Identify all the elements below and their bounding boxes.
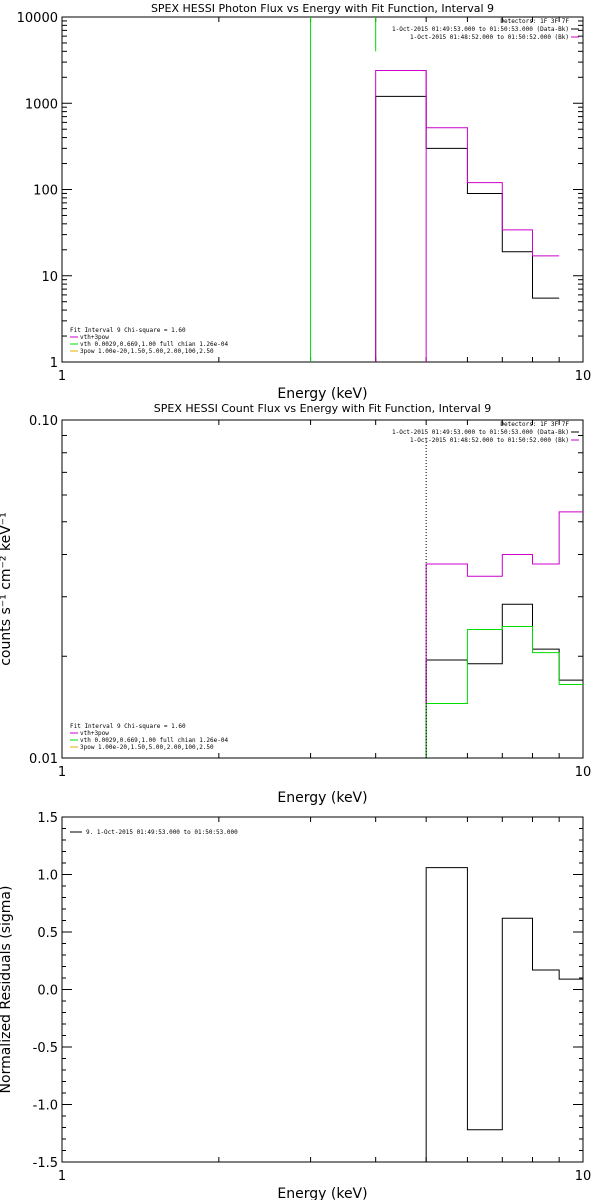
legend-entry: Fit Interval 9 Chi-square = 1.60 — [70, 327, 186, 334]
series-black-step — [425, 867, 583, 1162]
y-tick-label: 1.0 — [37, 869, 58, 884]
y-tick-label: 1 — [50, 356, 58, 371]
chart-title: SPEX HESSI Photon Flux vs Energy with Fi… — [151, 2, 494, 15]
x-tick-label: 1 — [58, 1169, 66, 1184]
x-axis-label: Energy (keV) — [277, 1186, 367, 1200]
plot-frame — [61, 16, 584, 363]
legend-entry: 1-Oct-2015 01:49:53.000 to 01:50:53.000 … — [392, 26, 569, 33]
y-tick-label: 10000 — [17, 11, 58, 26]
x-tick-label: 10 — [575, 765, 592, 780]
legend-entry: vth 0.0029,0.669,1.00 full chian 1.26e-0… — [80, 737, 228, 744]
legend-entry: vth 0.0029,0.669,1.00 full chian 1.26e-0… — [80, 341, 228, 348]
x-tick-label: 10 — [575, 369, 592, 384]
legend-entry: 9. 1-Oct-2015 01:49:53.000 to 01:50:53.0… — [86, 829, 238, 836]
plot-frame — [61, 419, 584, 759]
x-tick-label: 10 — [575, 1169, 592, 1184]
legend-entry: vth+3pow — [80, 334, 109, 341]
x-axis-label: Energy (keV) — [277, 790, 367, 806]
y-tick-label: 0.0 — [37, 984, 58, 999]
y-tick-label: 1.5 — [37, 811, 58, 826]
y-tick-label: -0.5 — [33, 1041, 58, 1056]
plot-frame — [61, 816, 584, 1163]
series-green-step — [310, 17, 377, 362]
x-axis-label: Energy (keV) — [277, 386, 367, 402]
y-tick-label: 0.10 — [29, 414, 58, 429]
series-magenta-step — [375, 69, 560, 362]
series-magenta-step — [425, 511, 583, 758]
series-green-step — [425, 625, 583, 758]
legend-entry: 3pow 1.00e-20,1.50,5.00,2.00,100,2.50 — [80, 348, 214, 355]
legend-entry: 1-Oct-2015 01:48:52.000 to 01:50:52.000 … — [410, 437, 569, 444]
x-tick-label: 1 — [58, 765, 66, 780]
y-tick-label: 0.01 — [29, 752, 58, 767]
y-tick-label: -1.0 — [33, 1099, 58, 1114]
y-tick-label: 1000 — [25, 97, 58, 112]
legend-entry: vth+3pow — [80, 730, 109, 737]
legend-entry: 1-Oct-2015 01:49:53.000 to 01:50:53.000 … — [392, 429, 569, 436]
legend-entry: 3pow 1.00e-20,1.50,5.00,2.00,100,2.50 — [80, 744, 214, 751]
legend-entry: 1-Oct-2015 01:48:52.000 to 01:50:52.000 … — [410, 34, 569, 41]
y-tick-label: -1.5 — [33, 1156, 58, 1171]
chart-title: SPEX HESSI Count Flux vs Energy with Fit… — [154, 402, 491, 415]
legend-entry: Fit Interval 9 Chi-square = 1.60 — [70, 723, 186, 730]
legend-entry: Detectors: 1F 3F 7F — [500, 421, 569, 428]
y-axis-label: counts s⁻¹ cm⁻² keV⁻¹ — [0, 512, 14, 666]
x-tick-label: 1 — [58, 369, 66, 384]
series-black-step — [375, 95, 560, 362]
y-tick-label: 0.5 — [37, 926, 58, 941]
y-tick-label: 100 — [33, 184, 58, 199]
y-tick-label: 10 — [41, 270, 58, 285]
legend-entry: Detectors: 1F 3F 7F — [500, 18, 569, 25]
y-axis-label: Normalized Residuals (sigma) — [0, 886, 14, 1094]
